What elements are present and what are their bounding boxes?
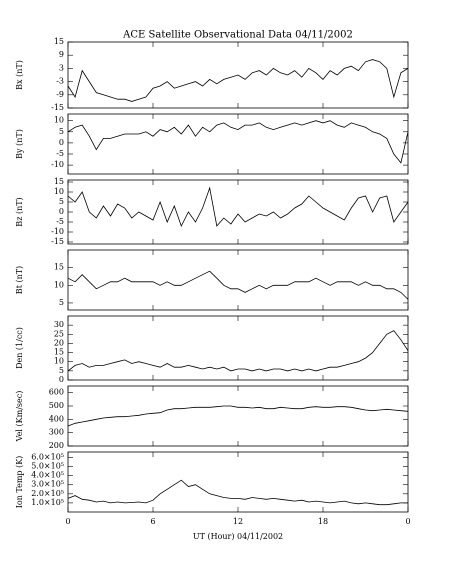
y-tick-label: 30 [54, 320, 64, 329]
y-axis-label: Den (1/cc) [15, 327, 24, 369]
x-tick-label: 6 [150, 517, 155, 526]
y-tick-label: 25 [54, 329, 64, 338]
y-axis-label: Vel (Km/sec) [15, 391, 24, 443]
y-tick-label: 0 [59, 138, 64, 147]
y-tick-label: 0 [59, 375, 64, 384]
x-tick-label: 12 [233, 517, 243, 526]
data-line [67, 59, 409, 102]
y-tick-label: 0 [59, 207, 64, 216]
x-axis-label: UT (Hour) 04/11/2002 [193, 532, 283, 541]
y-tick-label: 300 [49, 428, 64, 437]
y-tick-label: 15 [54, 263, 64, 272]
y-tick-label: -5 [56, 217, 64, 226]
y-tick-label: 5 [59, 197, 64, 206]
y-axis-label: Bz (nT) [15, 197, 24, 226]
data-line [67, 479, 408, 506]
y-tick-label: 10 [54, 280, 64, 289]
y-tick-label: -3 [56, 77, 64, 86]
y-tick-label: -9 [56, 90, 64, 99]
y-axis-label: Bt (nT) [15, 266, 24, 294]
y-tick-label: 10 [54, 187, 64, 196]
y-tick-label: -10 [51, 227, 64, 236]
x-tick-label: 0 [405, 517, 410, 526]
y-tick-label: 10 [54, 357, 64, 366]
data-line [67, 405, 409, 427]
data-line [67, 120, 409, 164]
y-tick-label: 3.0×10⁵ [31, 480, 64, 489]
y-tick-label: -15 [51, 103, 64, 112]
y-tick-label: 5 [59, 298, 64, 307]
y-tick-label: 15 [54, 348, 64, 357]
y-tick-label: 6.0×10⁵ [31, 452, 64, 461]
y-tick-label: 10 [54, 116, 64, 125]
y-tick-label: 5 [59, 127, 64, 136]
y-tick-label: -10 [51, 160, 64, 169]
y-tick-label: -15 [51, 237, 64, 246]
x-tick-label: 0 [65, 517, 70, 526]
y-axis-label: Bx (nT) [15, 60, 24, 90]
y-tick-label: 200 [49, 441, 64, 450]
y-tick-label: 4.0×10⁵ [31, 471, 64, 480]
y-tick-label: 9 [59, 50, 64, 59]
y-axis-label: Ion Temp (K) [15, 456, 24, 509]
y-tick-label: 600 [49, 388, 64, 397]
y-tick-label: 2.0×10⁵ [31, 489, 64, 498]
data-line [67, 270, 409, 300]
y-tick-label: 3 [59, 63, 64, 72]
y-tick-label: 5.0×10⁵ [31, 462, 64, 471]
y-tick-label: 1.0×10⁵ [31, 498, 64, 507]
y-tick-label: 500 [49, 401, 64, 410]
y-axis-label: By (nT) [15, 129, 24, 159]
data-line [67, 186, 409, 228]
y-tick-label: -5 [56, 149, 64, 158]
y-tick-label: 20 [54, 338, 64, 347]
y-tick-label: 400 [49, 414, 64, 423]
y-tick-label: 15 [54, 177, 64, 186]
y-tick-label: 5 [59, 366, 64, 375]
data-line [67, 330, 409, 372]
chart-title: ACE Satellite Observational Data 04/11/2… [122, 30, 353, 41]
x-tick-label: 18 [318, 517, 328, 526]
y-tick-label: 15 [54, 37, 64, 46]
